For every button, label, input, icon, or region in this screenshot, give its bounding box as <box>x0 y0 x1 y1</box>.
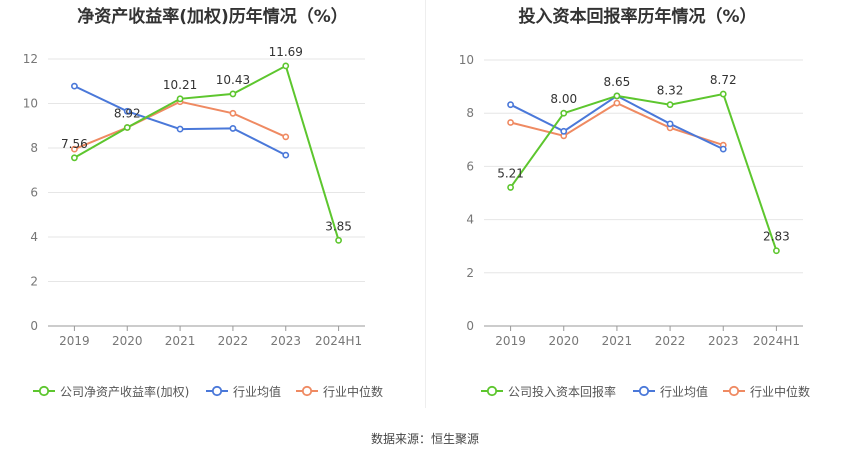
y-tick-label: 4 <box>466 213 474 227</box>
legend-label: 公司净资产收益率(加权) <box>60 384 190 399</box>
data-label: 8.65 <box>604 75 631 89</box>
x-tick-label: 2023 <box>708 334 739 348</box>
data-point[interactable] <box>123 124 131 131</box>
legend-swatch-icon <box>33 385 55 397</box>
legend-label: 行业中位数 <box>323 384 384 399</box>
data-point[interactable] <box>507 184 514 191</box>
data-label: 7.56 <box>61 137 88 151</box>
y-tick-label: 6 <box>466 159 474 173</box>
data-point[interactable] <box>507 119 514 126</box>
legend-item[interactable]: 公司投入资本回报率 <box>480 380 616 402</box>
data-point[interactable] <box>71 82 78 90</box>
data-point[interactable] <box>666 101 674 109</box>
data-point[interactable] <box>229 90 237 98</box>
legend-item[interactable]: 行业中位数 <box>722 380 810 402</box>
data-point[interactable] <box>560 109 568 117</box>
x-tick-label: 2019 <box>59 334 90 348</box>
data-point[interactable] <box>282 151 290 159</box>
roic-chart-panel: 投入资本回报率历年情况（%） 0 2 4 6 8 10 2019 2020 2021 2022 20… <box>425 0 850 410</box>
data-label: 10.43 <box>216 73 250 87</box>
data-point[interactable] <box>560 127 568 135</box>
legend-label: 公司投入资本回报率 <box>508 384 617 399</box>
y-tick-label: 2 <box>466 266 474 280</box>
y-tick-label: 10 <box>23 97 38 111</box>
legend-item[interactable]: 公司净资产收益率(加权) <box>32 380 189 402</box>
legend-swatch-icon <box>723 385 745 397</box>
data-label: 2.83 <box>763 230 790 244</box>
x-tick-label: 2021 <box>602 334 633 348</box>
data-point[interactable] <box>666 120 674 128</box>
data-label: 8.00 <box>550 92 577 106</box>
roe-line-chart: 0 2 4 6 8 10 12 2019 2020 2021 2022 2023 2024H1 7.56 8… <box>23 45 365 348</box>
y-tick-label: 12 <box>23 52 38 66</box>
data-label: 10.21 <box>163 78 197 92</box>
data-point[interactable] <box>123 107 131 115</box>
chart-title: 净资产收益率(加权)历年情况（%） <box>77 7 348 27</box>
data-point[interactable] <box>176 95 184 103</box>
roe-chart-panel: 净资产收益率(加权)历年情况（%） 0 2 4 6 8 10 12 2019 2020 2021 2… <box>0 0 425 410</box>
data-point[interactable] <box>229 109 237 117</box>
data-label: 8.72 <box>710 73 737 87</box>
x-tick-label: 2020 <box>548 334 579 348</box>
roic-legend: 公司投入资本回报率 行业均值 行业中位数 <box>425 380 850 402</box>
legend-item[interactable]: 行业均值 <box>632 380 708 402</box>
y-tick-label: 8 <box>30 141 38 155</box>
y-tick-label: 2 <box>30 275 38 289</box>
roe-legend: 公司净资产收益率(加权) 行业均值 行业中位数 <box>0 380 425 402</box>
series-line <box>74 100 287 151</box>
legend-swatch-icon <box>633 385 655 397</box>
legend-label: 行业均值 <box>233 384 282 399</box>
x-tick-label: 2019 <box>495 334 526 348</box>
data-point[interactable] <box>176 125 184 133</box>
y-tick-label: 0 <box>466 319 474 333</box>
legend-swatch-icon <box>481 385 503 397</box>
x-tick-label: 2023 <box>270 334 301 348</box>
data-label: 8.92 <box>114 107 141 121</box>
x-tick-label: 2021 <box>165 334 196 348</box>
x-tick-label: 2022 <box>218 334 249 348</box>
legend-label: 行业中位数 <box>750 384 811 399</box>
data-source-note: 数据来源：恒生聚源 <box>370 432 479 446</box>
data-point[interactable] <box>773 247 780 255</box>
legend-swatch-icon <box>296 385 318 397</box>
y-tick-label: 6 <box>30 186 38 200</box>
legend-swatch-icon <box>206 385 228 397</box>
y-tick-label: 4 <box>30 230 38 244</box>
data-label: 3.85 <box>325 219 352 233</box>
data-point[interactable] <box>335 236 342 244</box>
data-point[interactable] <box>613 92 621 100</box>
x-tick-label: 2024H1 <box>315 334 362 348</box>
chart-title: 投入资本回报率历年情况（%） <box>518 7 757 27</box>
data-point[interactable] <box>282 62 290 70</box>
data-point[interactable] <box>229 125 237 132</box>
data-label: 11.69 <box>269 45 303 59</box>
data-point[interactable] <box>613 99 621 107</box>
y-tick-label: 8 <box>466 106 474 120</box>
series-line <box>510 101 724 147</box>
data-point[interactable] <box>719 90 727 98</box>
y-tick-label: 10 <box>459 53 474 67</box>
data-point[interactable] <box>507 101 514 109</box>
series-line <box>509 92 778 252</box>
x-tick-label: 2020 <box>112 334 143 348</box>
data-label: 8.32 <box>657 84 684 98</box>
legend-label: 行业均值 <box>660 384 709 399</box>
roic-line-chart: 0 2 4 6 8 10 2019 2020 2021 2022 2023 2024H1 5.21 8.0… <box>459 53 803 348</box>
data-label: 5.21 <box>497 166 524 180</box>
data-point[interactable] <box>71 145 78 153</box>
legend-item[interactable]: 行业中位数 <box>295 380 383 402</box>
x-tick-label: 2024H1 <box>753 334 800 348</box>
x-tick-label: 2022 <box>655 334 686 348</box>
legend-item[interactable]: 行业均值 <box>205 380 281 402</box>
data-point[interactable] <box>719 145 727 153</box>
y-tick-label: 0 <box>30 319 38 333</box>
series-line <box>73 64 340 241</box>
panel-divider <box>425 0 426 408</box>
data-point[interactable] <box>71 154 78 162</box>
data-point[interactable] <box>282 133 290 141</box>
